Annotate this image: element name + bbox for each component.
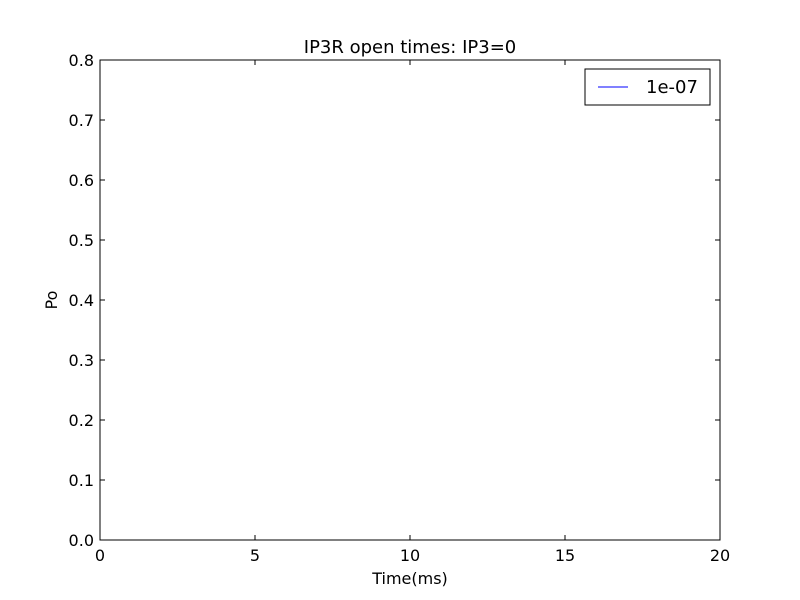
x-axis: 0 5 10 15 20 [95, 60, 730, 565]
x-tick-label: 20 [710, 546, 730, 565]
chart-title: IP3R open times: IP3=0 [304, 37, 516, 58]
x-tick-label: 15 [555, 546, 575, 565]
plot-frame [99, 59, 721, 541]
y-tick-label: 0.2 [69, 411, 94, 430]
y-axis-label: Po [42, 291, 61, 310]
y-tick-label: 0.8 [69, 51, 94, 70]
y-tick-label: 0.4 [69, 291, 94, 310]
x-tick-label: 10 [400, 546, 420, 565]
y-tick-label: 0.1 [69, 471, 94, 490]
y-tick-label: 0.5 [69, 231, 94, 250]
plot-area [99, 59, 721, 541]
y-tick-label: 0.0 [69, 531, 94, 550]
legend-entry-label: 1e-07 [646, 77, 698, 98]
legend: 1e-07 [584, 68, 711, 106]
x-tick-label: 5 [250, 546, 260, 565]
y-tick-label: 0.7 [69, 111, 94, 130]
y-tick-label: 0.6 [69, 171, 94, 190]
y-axis: 0.0 0.1 0.2 0.3 0.4 0.5 0.6 0.7 0.8 [69, 51, 720, 550]
y-tick-label: 0.3 [69, 351, 94, 370]
x-tick-label: 0 [95, 546, 105, 565]
x-axis-label: Time(ms) [371, 569, 448, 588]
